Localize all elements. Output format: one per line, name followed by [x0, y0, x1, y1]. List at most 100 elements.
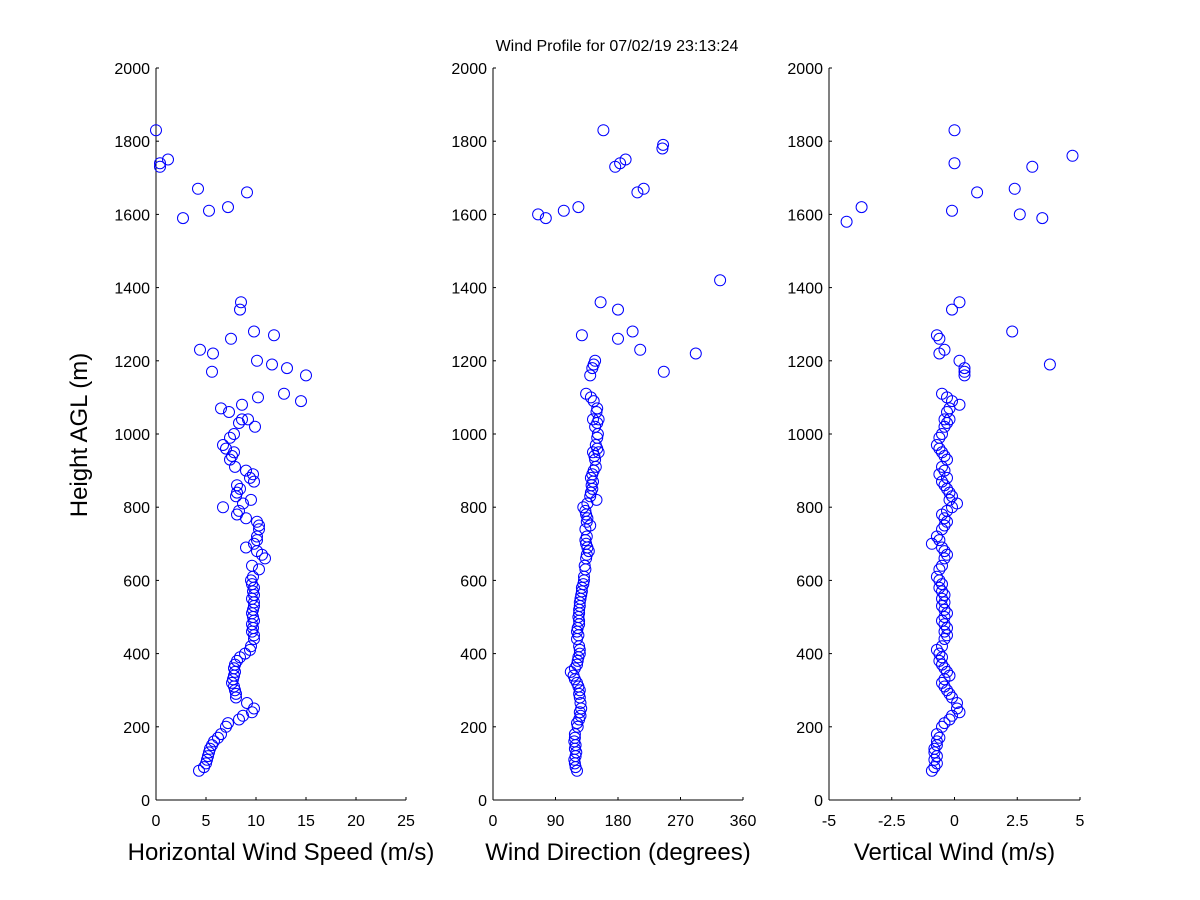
data-point	[580, 387, 593, 400]
y-tick-label: 400	[123, 647, 150, 664]
y-tick-label: 1200	[787, 354, 823, 371]
y-tick-label: 600	[796, 573, 823, 590]
data-point	[231, 654, 243, 667]
data-point	[930, 570, 943, 583]
x-tick-label: 10	[247, 813, 265, 830]
data-point	[253, 523, 265, 536]
x-tick-label: 0	[489, 813, 498, 830]
data-point	[612, 303, 624, 316]
data-point	[584, 369, 597, 382]
data-point	[251, 515, 263, 528]
y-tick-label: 1600	[114, 207, 150, 224]
data-point	[1036, 212, 1049, 225]
data-point	[946, 204, 958, 217]
y-tick-label: 2000	[787, 61, 823, 78]
data-point	[936, 676, 948, 689]
data-point	[938, 596, 951, 609]
data-point	[594, 296, 607, 309]
data-point	[207, 347, 219, 360]
data-point	[233, 504, 245, 517]
data-point	[587, 395, 600, 408]
data-point	[1006, 325, 1019, 338]
y-tick-label: 1600	[451, 207, 487, 224]
x-tick-label: 15	[297, 813, 315, 830]
data-point	[234, 303, 246, 316]
y-tick-label: 1200	[451, 354, 487, 371]
data-point	[933, 431, 946, 444]
data-point	[938, 343, 951, 356]
data-point	[573, 647, 586, 660]
data-point	[1013, 208, 1026, 221]
data-point	[571, 717, 583, 730]
data-point	[619, 153, 632, 166]
subplot-direction: 0 200 400 600 800 1000 1200 1400 1600 1800 2000 0 90…	[451, 61, 756, 866]
data-point	[568, 731, 581, 744]
data-point	[580, 530, 593, 543]
data-point	[567, 669, 580, 682]
data-point	[571, 658, 583, 671]
data-point	[248, 475, 260, 488]
data-point	[930, 757, 943, 770]
data-point	[936, 592, 948, 605]
data-point	[268, 329, 280, 342]
data-point	[154, 157, 166, 170]
data-point	[936, 585, 948, 598]
data-point	[714, 274, 727, 287]
data-point	[203, 204, 215, 217]
data-point	[577, 501, 590, 514]
data-point	[936, 559, 948, 572]
x-tick-label: 90	[547, 813, 565, 830]
data-point	[206, 365, 218, 378]
data-point	[1026, 160, 1039, 173]
data-point	[938, 479, 951, 492]
y-tick-label: 200	[796, 720, 823, 737]
x-tick-label: -2.5	[878, 813, 906, 830]
data-point	[938, 464, 951, 477]
data-point	[228, 446, 240, 459]
y-tick-label: 200	[460, 720, 487, 737]
data-point	[948, 124, 961, 137]
data-point	[241, 186, 253, 199]
data-point	[936, 658, 948, 671]
x-tick-label: 2.5	[1006, 813, 1028, 830]
data-point	[224, 431, 236, 444]
data-point	[941, 471, 953, 484]
data-point	[1066, 149, 1079, 162]
data-point	[162, 153, 174, 166]
data-point	[564, 665, 577, 678]
data-point	[591, 402, 604, 415]
data-point	[247, 468, 259, 481]
data-point	[571, 720, 584, 733]
data-point	[574, 697, 587, 709]
data-point	[587, 413, 599, 426]
subplot-vertical: 0 200 400 600 800 1000 1200 1400 1600 1800 2000 -5 -…	[787, 61, 1084, 866]
data-point	[568, 735, 581, 748]
data-point	[953, 354, 966, 367]
data-point	[943, 493, 956, 506]
data-point	[587, 446, 599, 459]
y-tick-label: 800	[123, 500, 150, 517]
data-point	[928, 742, 941, 755]
data-point	[958, 365, 971, 378]
data-point	[933, 654, 946, 667]
x-axis-title-direction: Wind Direction (degrees)	[485, 839, 750, 866]
data-point	[584, 519, 597, 532]
data-point	[241, 697, 253, 709]
data-point	[539, 212, 552, 225]
data-point	[933, 332, 946, 345]
data-point	[938, 680, 951, 693]
x-tick-label: 0	[950, 813, 959, 830]
data-point	[248, 325, 260, 338]
data-point	[936, 600, 948, 612]
data-point	[222, 201, 234, 214]
y-axis-title: Height AGL (m)	[66, 353, 93, 518]
data-point	[589, 354, 602, 367]
data-point	[933, 647, 946, 660]
y-tick-label: 0	[141, 793, 150, 810]
data-point	[933, 581, 946, 594]
data-point	[1008, 182, 1021, 195]
x-tick-label: 360	[730, 813, 757, 830]
data-point	[933, 731, 946, 744]
data-point	[936, 720, 948, 733]
data-point	[217, 501, 229, 514]
